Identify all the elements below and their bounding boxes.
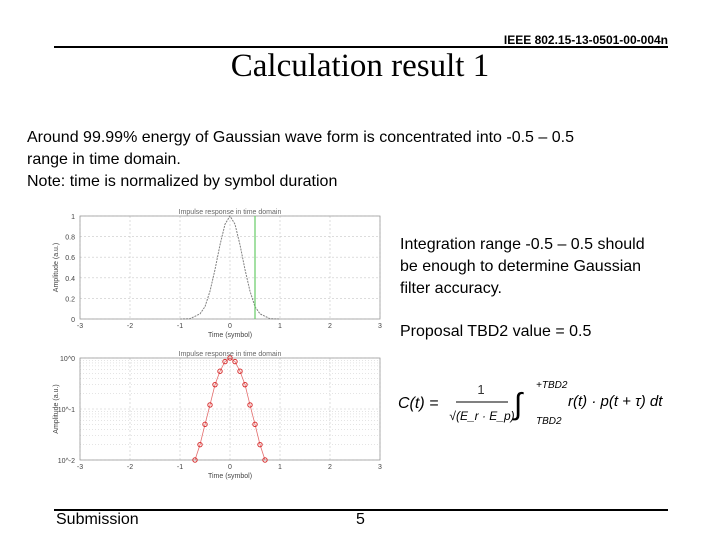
- chart-title: Impulse response in time domain: [179, 209, 282, 216]
- x-tick-label: 3: [378, 464, 382, 471]
- y-tick-label: 0: [71, 317, 75, 324]
- footer-rule: [54, 509, 668, 511]
- data-point: [207, 402, 213, 408]
- body-text: Around 99.99% energy of Gaussian wave fo…: [27, 127, 687, 193]
- x-tick-label: 1: [278, 323, 282, 330]
- impulse-response-charts: -3 -2 -1 0 1 2 3 0 0.2 0.4 0.6 0.8 1 Impulse response…: [53, 209, 382, 480]
- log-impulse-chart: -3 -2 -1 0 1 2 3 10^-2 10^-1 10^0 Impulse response…: [53, 351, 382, 480]
- x-tick-label: 0: [228, 323, 232, 330]
- y-tick-label: 0.8: [65, 235, 75, 242]
- y-tick-label: 0.2: [65, 296, 75, 303]
- formula-denominator: √(E_r · E_p): [449, 409, 514, 423]
- data-point: [232, 358, 238, 365]
- page-number: 5: [356, 511, 365, 528]
- formula-numerator: 1: [477, 382, 484, 397]
- data-point: [252, 421, 258, 428]
- note-line-1: Integration range -0.5 – 0.5 should: [400, 236, 645, 253]
- y-tick-label: 0.6: [65, 255, 75, 262]
- body-line-2: range in time domain.: [27, 151, 181, 168]
- linear-impulse-chart: -3 -2 -1 0 1 2 3 0 0.2 0.4 0.6 0.8 1 Impulse response…: [53, 209, 382, 339]
- y-tick-label: 1: [71, 214, 75, 221]
- header-rule: [54, 46, 668, 48]
- impulse-curve: [179, 215, 281, 320]
- x-tick-label: 1: [278, 464, 282, 471]
- data-point: [237, 368, 243, 374]
- data-point: [202, 421, 208, 428]
- y-tick-label: 10^-2: [58, 458, 75, 465]
- body-line-1: Around 99.99% energy of Gaussian wave fo…: [27, 129, 574, 146]
- x-tick-label: -3: [77, 323, 83, 330]
- x-tick-label: 0: [228, 464, 232, 471]
- x-tick-label: -3: [77, 464, 83, 471]
- data-point: [242, 381, 248, 388]
- x-tick-label: -2: [127, 323, 133, 330]
- integral-sign: ∫: [512, 388, 524, 421]
- slide-title: Calculation result 1: [230, 48, 490, 84]
- formula-integrand: r(t) · p(t + τ) dt: [568, 393, 663, 410]
- x-tick-label: -1: [177, 323, 183, 330]
- plot-frame: [79, 215, 381, 320]
- x-axis-label: Time (symbol): [208, 332, 252, 339]
- x-tick-label: 3: [378, 323, 382, 330]
- x-tick-label: -1: [177, 464, 183, 471]
- note-line-3: filter accuracy.: [400, 280, 502, 297]
- data-point: [227, 355, 233, 361]
- y-tick-label: 0.4: [65, 276, 75, 283]
- x-tick-label: 2: [328, 464, 332, 471]
- data-point: [217, 368, 223, 374]
- lower-limit: TBD2: [536, 416, 562, 427]
- data-point: [212, 381, 218, 388]
- x-axis-label: Time (symbol): [208, 473, 252, 480]
- data-point: [222, 358, 228, 365]
- data-point: [262, 457, 268, 463]
- impulse-curve: [194, 357, 266, 461]
- note-line-2: be enough to determine Gaussian: [400, 258, 642, 275]
- x-tick-label: 2: [328, 323, 332, 330]
- formula-lhs: C(t) =: [398, 395, 438, 412]
- document-id: IEEE 802.15-13-0501-00-004n: [503, 33, 668, 47]
- y-axis-label: Amplitude (a.u.): [53, 243, 60, 292]
- upper-limit: +TBD2: [536, 380, 568, 391]
- integration-note: Integration range -0.5 – 0.5 should be e…: [400, 234, 700, 300]
- data-point: [192, 457, 198, 463]
- footer-submission: Submission: [56, 511, 139, 528]
- y-axis-label: Amplitude (a.u.): [53, 384, 60, 433]
- data-point: [247, 402, 253, 408]
- y-tick-label: 10^0: [60, 356, 75, 363]
- x-tick-label: -2: [127, 464, 133, 471]
- chart-title: Impulse response in time domain: [179, 351, 282, 358]
- correlation-formula: C(t) = 1 √(E_r · E_p) ∫ +TBD2 TBD2 r(t) …: [398, 380, 663, 427]
- data-point: [257, 441, 263, 448]
- body-line-3: Note: time is normalized by symbol durat…: [27, 173, 338, 190]
- y-tick-label: 10^-1: [58, 407, 75, 414]
- data-point: [197, 441, 203, 448]
- proposal-note: Proposal TBD2 value = 0.5: [400, 323, 592, 340]
